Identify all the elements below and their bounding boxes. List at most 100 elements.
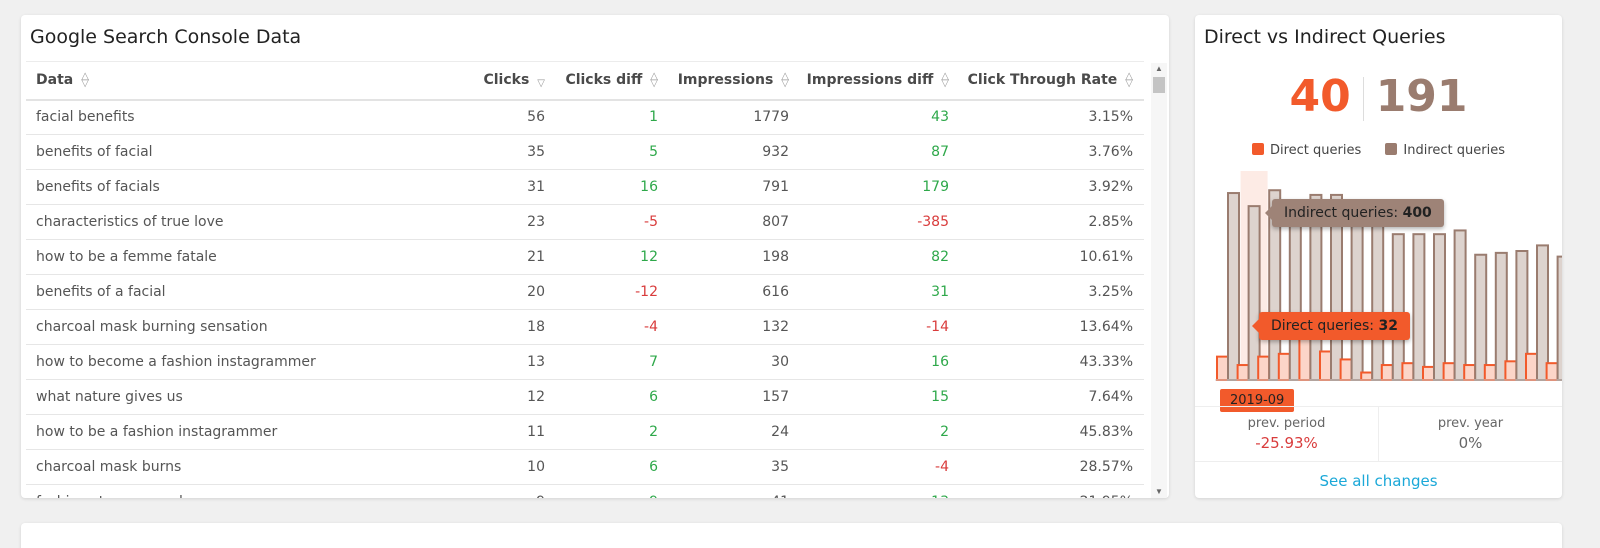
cell-query: benefits of facial	[26, 134, 446, 170]
indirect-total: 191	[1375, 71, 1468, 122]
cell-impressions: 157	[669, 379, 800, 415]
direct-bar[interactable]	[1483, 364, 1497, 381]
sort-desc-icon[interactable]: ▽	[537, 78, 545, 90]
cell-impressions: 30	[669, 344, 800, 380]
direct-bar[interactable]	[1216, 355, 1229, 381]
table-scrollbar[interactable]: ▲ ▼	[1151, 63, 1167, 498]
table-row[interactable]: how to be a fashion instagrammer 11 2 24 2 45…	[26, 414, 1144, 450]
cell-ctr: 3.15%	[960, 99, 1144, 135]
col-header-clicks-diff[interactable]: Clicks diff △ ▽	[556, 61, 669, 101]
indirect-bar[interactable]	[1391, 233, 1405, 381]
direct-bar[interactable]	[1504, 360, 1518, 382]
cell-impressions: 132	[669, 309, 800, 345]
cell-clicks: 56	[446, 99, 556, 135]
cell-clicks-diff: 6	[556, 449, 669, 485]
table-row[interactable]: benefits of facial 35 5 932 87 3.76%	[26, 134, 1144, 170]
sort-icon[interactable]: △ ▽	[650, 71, 658, 90]
cell-impressions-diff: 31	[800, 274, 960, 310]
direct-bar[interactable]	[1442, 362, 1456, 382]
sort-icon[interactable]: △ ▽	[941, 71, 949, 90]
col-header-clicks[interactable]: Clicks ▽	[446, 61, 556, 101]
table-row[interactable]: charcoal mask burning sensation 18 -4 132 -1…	[26, 309, 1144, 345]
table-row[interactable]: how to be a femme fatale 21 12 198 82 10.61%	[26, 239, 1144, 275]
table-row[interactable]: how to become a fashion instagrammer 13 7 3…	[26, 344, 1144, 380]
direct-bar[interactable]	[1360, 371, 1374, 382]
col-header-ctr[interactable]: Click Through Rate △ ▽	[960, 61, 1144, 101]
legend-direct[interactable]: Direct queries	[1251, 143, 1361, 158]
direct-bar[interactable]	[1277, 352, 1291, 381]
direct-bar[interactable]	[1339, 358, 1353, 382]
indirect-bar[interactable]	[1474, 253, 1488, 381]
indirect-bar[interactable]	[1536, 244, 1549, 381]
indirect-bar[interactable]	[1412, 233, 1426, 381]
cell-clicks: 21	[446, 239, 556, 275]
cell-query: benefits of facials	[26, 169, 446, 205]
gsc-data-card: Google Search Console Data Data △ ▽ Clicks…	[21, 15, 1169, 498]
table-row[interactable]: fashion story examples99411321.95%	[26, 484, 1144, 498]
direct-bar[interactable]	[1463, 364, 1477, 381]
totals: 40 191	[1195, 71, 1562, 122]
see-all-changes-link[interactable]: See all changes	[1319, 472, 1438, 490]
direct-bar[interactable]	[1525, 352, 1538, 381]
direct-bar[interactable]	[1257, 355, 1271, 381]
col-header-data[interactable]: Data △ ▽	[26, 61, 446, 101]
scroll-down-arrow-icon[interactable]: ▼	[1155, 487, 1163, 496]
sort-icon[interactable]: △ ▽	[81, 71, 89, 90]
indirect-bar[interactable]	[1350, 207, 1364, 381]
sort-icon[interactable]: △ ▽	[781, 71, 789, 90]
indirect-bar[interactable]	[1453, 229, 1467, 381]
legend-indirect[interactable]: Indirect queries	[1385, 143, 1505, 158]
indirect-bar[interactable]	[1227, 192, 1240, 382]
stat-prev-year-label: prev. year	[1437, 416, 1504, 431]
indirect-bar[interactable]	[1433, 233, 1446, 381]
direct-indirect-card: Direct vs Indirect Queries 40 191 Direct …	[1195, 15, 1562, 498]
cell-impressions-diff: 82	[800, 239, 960, 275]
cell-query: characteristics of true love	[26, 204, 446, 240]
cell-clicks: 11	[446, 414, 556, 450]
direct-bar[interactable]	[1401, 362, 1415, 382]
cell-impressions: 41	[669, 484, 800, 498]
legend-indirect-swatch	[1385, 143, 1398, 155]
cell-clicks-diff: -12	[556, 274, 669, 310]
cell-impressions: 616	[669, 274, 800, 310]
indirect-bar[interactable]	[1371, 205, 1385, 382]
cell-query: what nature gives us	[26, 379, 446, 415]
cell-impressions-diff: -4	[800, 449, 960, 485]
col-header-impressions-diff[interactable]: Impressions diff △ ▽	[800, 61, 960, 101]
table-row[interactable]: benefits of a facial 20 -12 616 31 3.25%	[26, 274, 1144, 310]
direct-bar[interactable]	[1422, 365, 1435, 381]
cell-impressions: 198	[669, 239, 800, 275]
table-row[interactable]: charcoal mask burns 10 6 35 -4 28.57%	[26, 449, 1144, 485]
table-row[interactable]: characteristics of true love 23 -5 807 -385 2…	[26, 204, 1144, 240]
cell-impressions-diff: 15	[800, 379, 960, 415]
indirect-bar[interactable]	[1247, 205, 1261, 382]
cell-impressions: 24	[669, 414, 800, 450]
gsc-table: Data △ ▽ Clicks ▽ Clicks diff △ ▽ Impression…	[26, 61, 1144, 498]
direct-bar[interactable]	[1319, 350, 1332, 382]
cell-query: how to become a fashion instagrammer	[26, 344, 446, 380]
direct-bar[interactable]	[1380, 364, 1394, 381]
cell-clicks-diff: -4	[556, 309, 669, 345]
scroll-up-arrow-icon[interactable]: ▲	[1155, 64, 1163, 73]
queries-bar-chart[interactable]	[1195, 165, 1562, 400]
sort-icon[interactable]: △ ▽	[1125, 71, 1133, 90]
cell-query: charcoal mask burning sensation	[26, 309, 446, 345]
tooltip-direct-label: Direct queries:	[1271, 318, 1379, 334]
table-row[interactable]: what nature gives us 12 6 157 15 7.64%	[26, 379, 1144, 415]
scrollbar-thumb[interactable]	[1153, 77, 1165, 93]
table-row[interactable]: benefits of facials 31 16 791 179 3.92%	[26, 169, 1144, 205]
gsc-table-container[interactable]: Data △ ▽ Clicks ▽ Clicks diff △ ▽ Impression…	[26, 61, 1144, 498]
indirect-bar[interactable]	[1556, 255, 1562, 381]
tooltip-direct: Direct queries: 32	[1252, 312, 1410, 340]
table-row[interactable]: facial benefits 56 1 1779 43 3.15%	[26, 99, 1144, 135]
direct-bar[interactable]	[1545, 362, 1559, 382]
cell-impressions: 932	[669, 134, 800, 170]
cell-impressions: 35	[669, 449, 800, 485]
col-header-impressions[interactable]: Impressions △ ▽	[669, 61, 800, 101]
cell-clicks: 12	[446, 379, 556, 415]
cell-clicks-diff: 6	[556, 379, 669, 415]
direct-bar[interactable]	[1236, 364, 1250, 381]
tooltip-indirect: Indirect queries: 400	[1265, 199, 1444, 227]
cell-query: facial benefits	[26, 99, 446, 135]
cell-ctr: 43.33%	[960, 344, 1144, 380]
